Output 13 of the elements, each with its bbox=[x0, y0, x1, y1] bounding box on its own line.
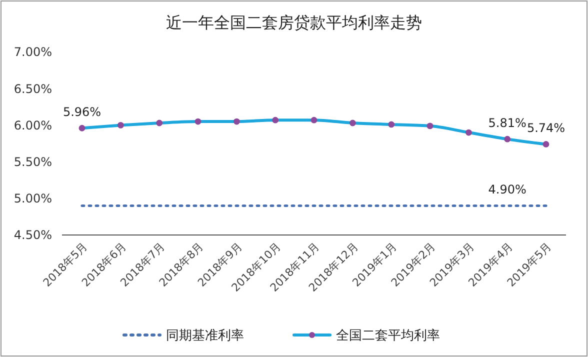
y-tick-label: 5.00% bbox=[14, 192, 52, 206]
legend-label: 全国二套平均利率 bbox=[336, 328, 440, 344]
data-label: 5.81% bbox=[488, 116, 526, 130]
data-label: 4.90% bbox=[488, 182, 526, 197]
chart-title: 近一年全国二套房贷款平均利率走势 bbox=[166, 13, 422, 32]
y-tick-label: 4.50% bbox=[14, 228, 52, 242]
y-tick-label: 7.00% bbox=[14, 45, 52, 60]
legend-label: 同期基准利率 bbox=[166, 328, 244, 344]
data-label: 5.74% bbox=[526, 121, 566, 136]
y-tick-label: 6.00% bbox=[14, 118, 52, 132]
data-label: 5.96% bbox=[62, 105, 102, 120]
y-tick-label: 6.50% bbox=[14, 82, 52, 96]
y-tick-label: 5.50% bbox=[14, 155, 52, 169]
